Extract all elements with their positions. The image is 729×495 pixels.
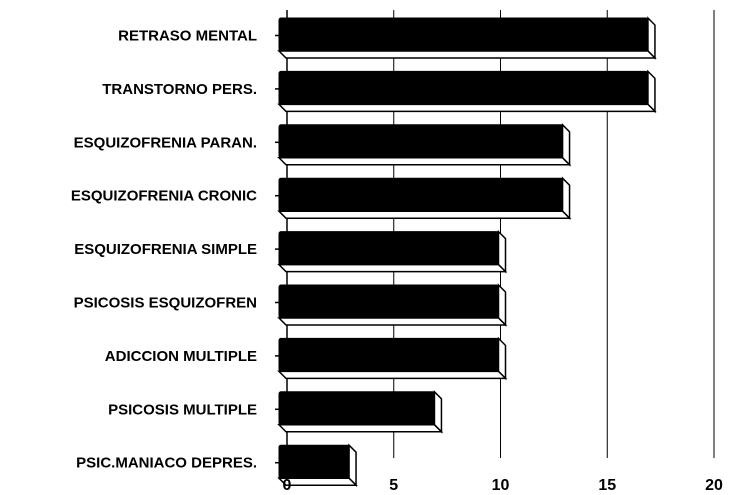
bar-bottom <box>277 317 508 326</box>
category-label: PSICOSIS ESQUIZOFREN <box>74 295 257 312</box>
bar <box>277 69 657 114</box>
x-tick-label: 10 <box>492 477 510 494</box>
category-labels: RETRASO MENTAL TRANSTORNO PERS. ESQUIZOFRE… <box>71 28 285 472</box>
x-tick-label: 0 <box>283 477 292 494</box>
x-tick-labels: 0 5 10 15 20 <box>283 477 723 494</box>
bar <box>277 16 657 60</box>
category-label: ADICCION MULTIPLE <box>105 348 257 365</box>
x-tick-label: 15 <box>598 477 616 494</box>
category-label: PSIC.MANIACO DEPRES. <box>76 455 257 472</box>
bar <box>277 443 358 488</box>
bar-bottom <box>277 103 657 113</box>
bar <box>277 176 572 221</box>
x-tick-label: 5 <box>389 477 398 494</box>
category-label: ESQUIZOFRENIA PARAN. <box>74 134 257 151</box>
bar-front <box>278 337 499 372</box>
category-label: ESQUIZOFRENIA CRONIC <box>71 188 257 205</box>
bar-front <box>278 17 649 52</box>
bar-bottom <box>277 50 657 59</box>
bar-front <box>278 124 564 159</box>
category-label: TRANSTORNO PERS. <box>102 81 257 98</box>
bar-front <box>278 391 435 426</box>
category-label: RETRASO MENTAL <box>118 28 257 45</box>
bar <box>277 389 444 434</box>
category-label: PSICOSIS MULTIPLE <box>108 401 257 418</box>
bar-bottom <box>277 424 444 433</box>
bar-front <box>278 70 649 105</box>
bar-front <box>278 177 564 212</box>
bar <box>277 122 572 167</box>
bar-front <box>278 231 499 266</box>
bar-bottom <box>277 370 508 380</box>
bar-bottom <box>277 263 508 273</box>
bar-bottom <box>277 157 572 166</box>
bar-front <box>278 444 350 479</box>
category-label: ESQUIZOFRENIA SIMPLE <box>74 241 257 258</box>
bar <box>277 283 508 327</box>
bar-front <box>278 284 499 319</box>
bar-bottom <box>277 210 572 219</box>
bars-group <box>277 16 657 488</box>
x-tick-label: 20 <box>705 477 723 494</box>
bar <box>277 336 508 381</box>
bar <box>277 229 508 274</box>
